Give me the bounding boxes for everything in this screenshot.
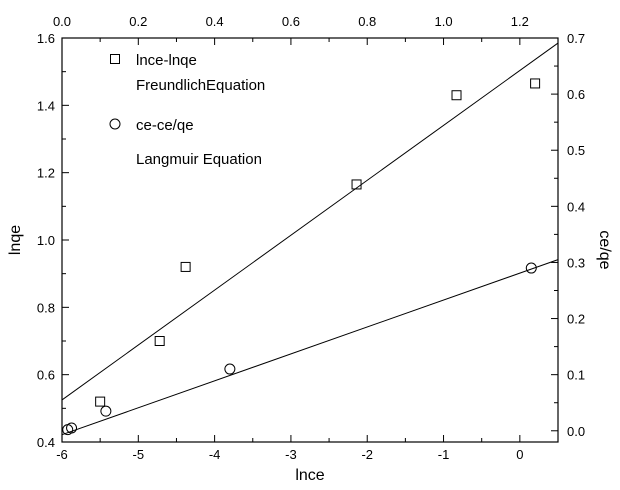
top-axis-tick-label: 1.0 bbox=[434, 14, 452, 29]
fit-line-2 bbox=[61, 259, 559, 436]
bottom-axis-label: lnce bbox=[295, 467, 324, 484]
series-1-point bbox=[451, 90, 462, 101]
series-1-point bbox=[95, 396, 106, 407]
bottom-axis-tick-label: -2 bbox=[361, 447, 373, 462]
bottom-axis-tick-label: -4 bbox=[209, 447, 221, 462]
series-1-point bbox=[180, 261, 191, 272]
bottom-axis-tick-label: -3 bbox=[285, 447, 297, 462]
right-axis-tick-label: 0.2 bbox=[567, 312, 585, 327]
series-2-point bbox=[66, 422, 78, 434]
right-axis-label: ce/qe bbox=[596, 230, 613, 269]
plot-frame bbox=[61, 37, 559, 443]
top-axis-tick-label: 0.6 bbox=[282, 14, 300, 29]
series-2-point bbox=[525, 262, 537, 274]
left-axis-tick-label: 1.0 bbox=[37, 233, 55, 248]
right-axis-tick-label: 0.3 bbox=[567, 255, 585, 270]
left-axis-label: lnqe bbox=[7, 225, 24, 255]
right-axis-tick-label: 0.1 bbox=[567, 368, 585, 383]
left-axis-tick-label: 1.2 bbox=[37, 166, 55, 181]
top-axis-tick-label: 0.0 bbox=[53, 14, 71, 29]
fit-line-1 bbox=[61, 42, 559, 401]
bottom-axis-tick-label: -6 bbox=[56, 447, 68, 462]
left-axis-tick-label: 1.6 bbox=[37, 31, 55, 46]
left-axis-tick-label: 0.6 bbox=[37, 368, 55, 383]
bottom-axis-tick-label: -5 bbox=[133, 447, 145, 462]
right-axis-tick-label: 0.6 bbox=[567, 87, 585, 102]
legend-2-label-2: Langmuir Equation bbox=[136, 151, 262, 168]
left-axis-tick-label: 1.4 bbox=[37, 98, 55, 113]
series-1-point bbox=[530, 78, 541, 89]
right-axis-tick-label: 0.4 bbox=[567, 199, 585, 214]
legend-2-marker bbox=[109, 118, 121, 130]
right-axis-tick-label: 0.7 bbox=[567, 31, 585, 46]
left-axis-tick-label: 0.4 bbox=[37, 435, 55, 450]
right-axis-tick-label: 0.5 bbox=[567, 143, 585, 158]
top-axis-tick-label: 0.2 bbox=[129, 14, 147, 29]
series-1-point bbox=[351, 179, 362, 190]
left-axis-tick-label: 0.8 bbox=[37, 300, 55, 315]
series-2-point bbox=[100, 405, 112, 417]
series-1-point bbox=[154, 336, 165, 346]
legend-2-label-1: ce-ce/qe bbox=[136, 117, 194, 134]
legend-1-label-1: lnce-lnqe bbox=[136, 52, 197, 69]
top-axis-tick-label: 0.8 bbox=[358, 14, 376, 29]
bottom-axis-tick-label: 0 bbox=[516, 447, 523, 462]
legend-1-marker bbox=[110, 54, 120, 64]
top-axis-tick-label: 0.4 bbox=[206, 14, 224, 29]
legend-1-label-2: FreundlichEquation bbox=[136, 77, 265, 94]
bottom-axis-tick-label: -1 bbox=[438, 447, 450, 462]
top-axis-tick-label: 1.2 bbox=[511, 14, 529, 29]
series-2-point bbox=[224, 363, 236, 375]
right-axis-tick-label: 0.0 bbox=[567, 424, 585, 439]
